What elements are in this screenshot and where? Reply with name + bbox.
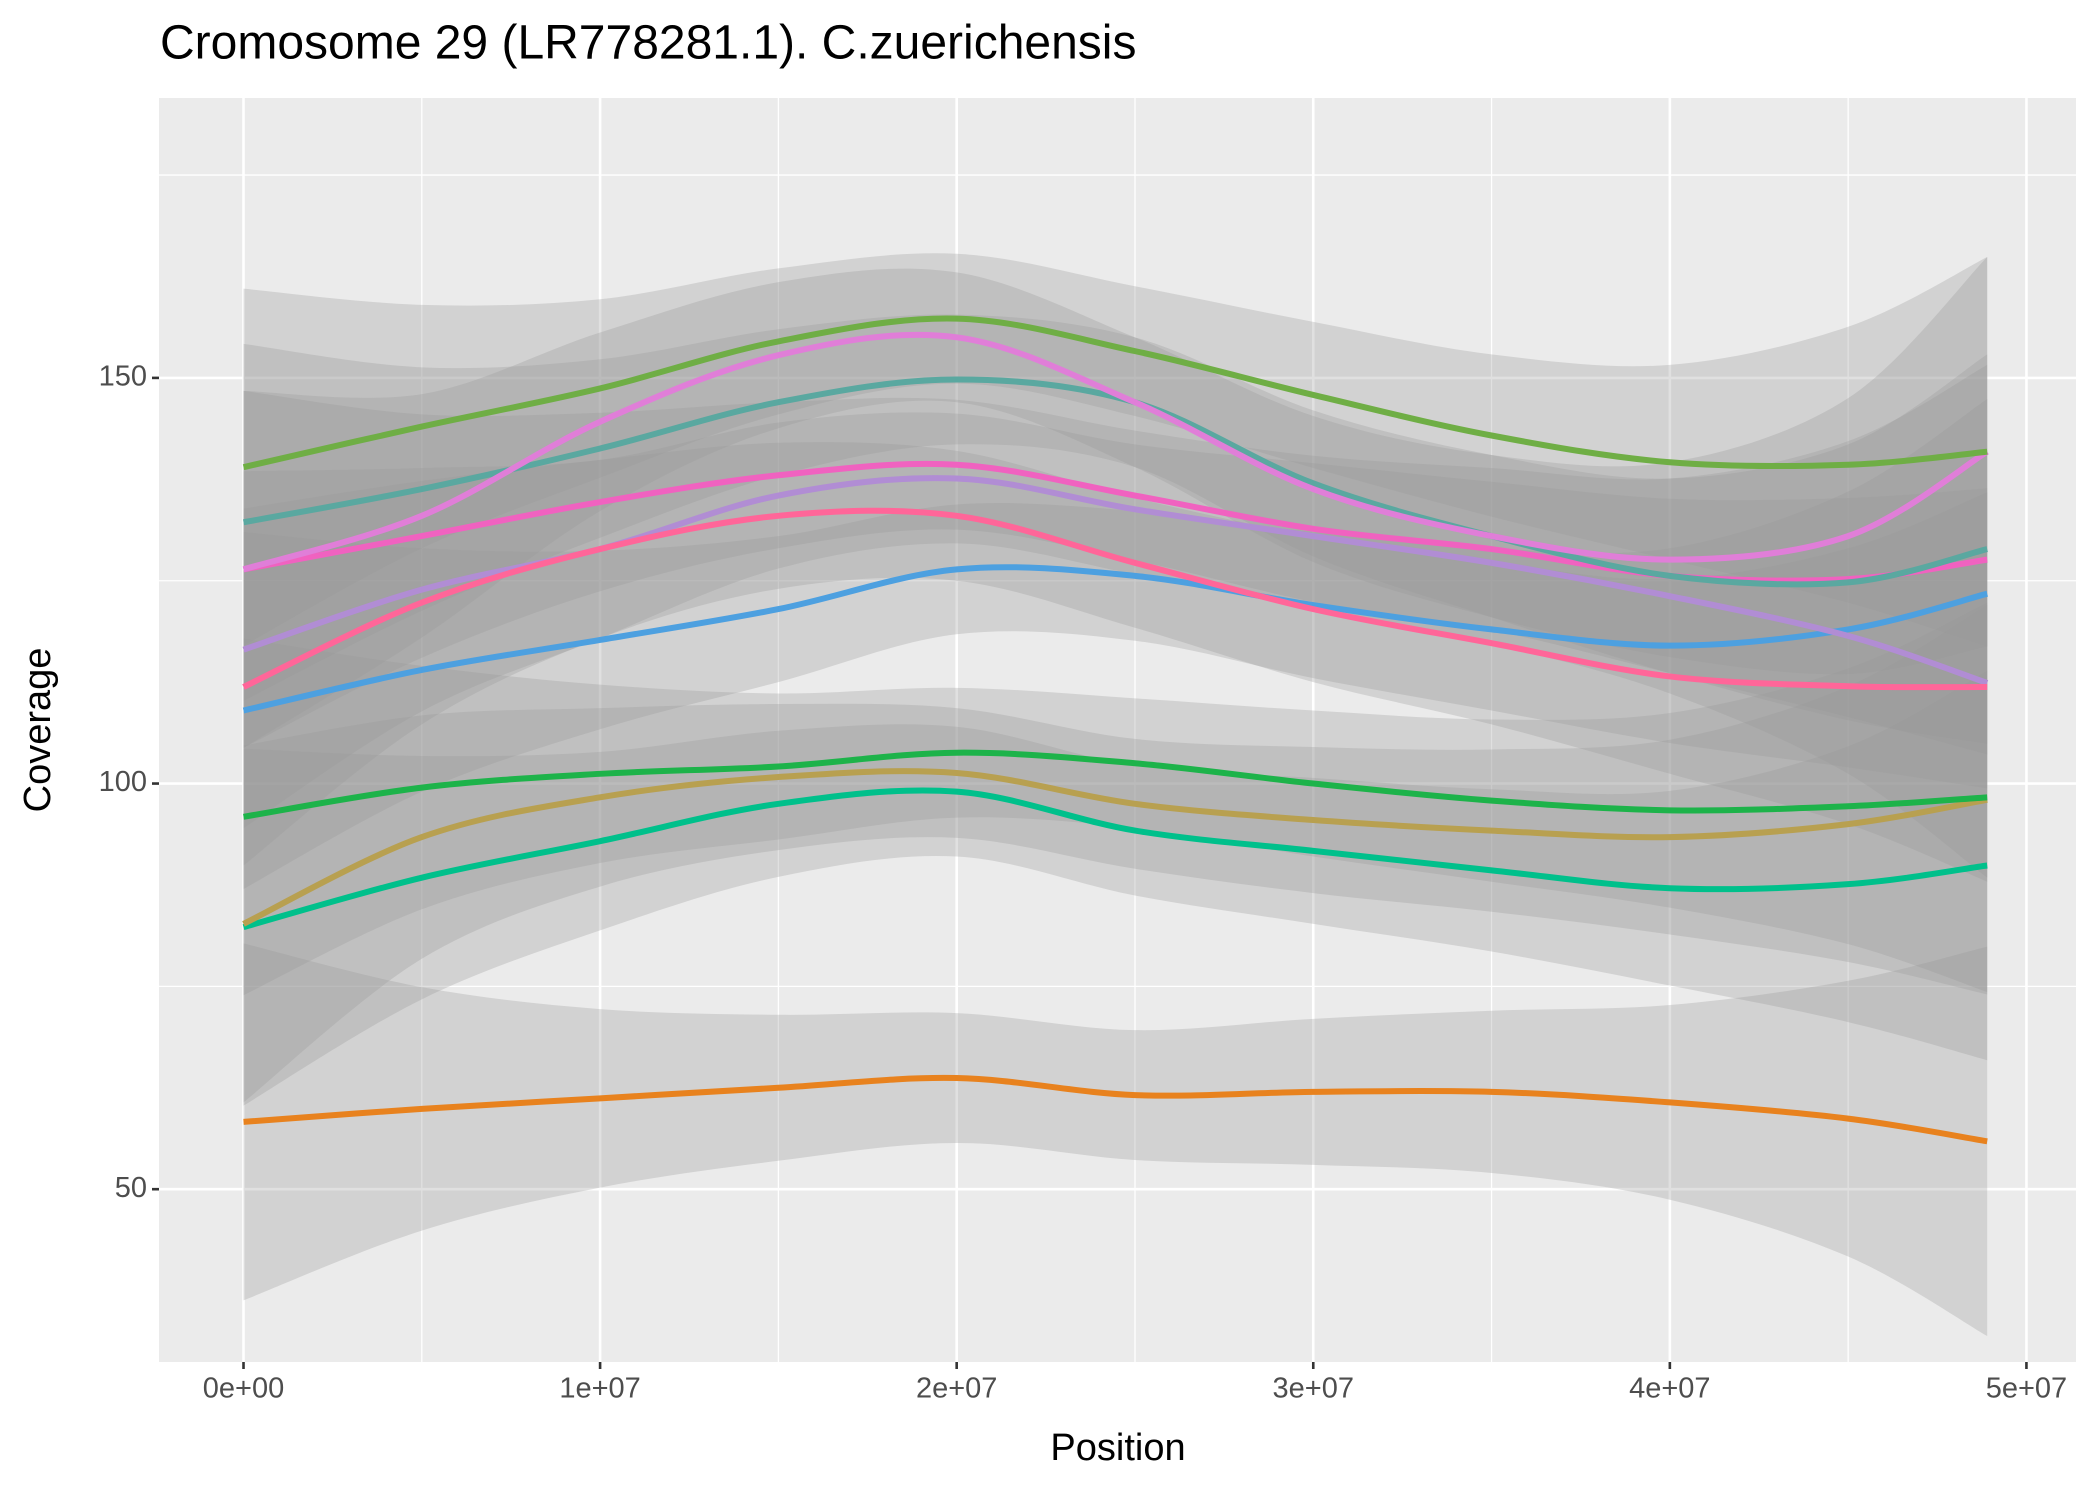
y-tick-label: 50: [115, 1172, 147, 1204]
x-tick-label: 1e+07: [559, 1373, 640, 1405]
x-tick-label: 0e+00: [203, 1373, 284, 1405]
smooth-line: [242, 564, 1988, 714]
confidence-ribbon: [243, 253, 1988, 647]
confidence-ribbon: [243, 364, 1988, 755]
panel: [159, 98, 2076, 1362]
x-tick-label: 3e+07: [1273, 1373, 1354, 1405]
confidence-ribbon: [243, 670, 1988, 1106]
confidence-ribbon: [243, 943, 1988, 1337]
y-axis-title: Coverage: [17, 648, 59, 813]
confidence-ribbon: [243, 257, 1988, 748]
smooth-line: [242, 507, 1988, 691]
confidence-ribbon: [243, 605, 1988, 1103]
smooth-line: [242, 315, 1988, 471]
smooth-line: [243, 1074, 1988, 1145]
smooth-line: [243, 749, 1988, 820]
smooth-line: [242, 768, 1988, 927]
x-axis-title: Position: [1050, 1427, 1185, 1469]
x-tick-label: 2e+07: [916, 1373, 997, 1405]
smooth-line: [242, 331, 1989, 573]
y-tick-label: 150: [99, 361, 147, 393]
chart-title: Cromosome 29 (LR778281.1). C.zuerichensi…: [160, 17, 1136, 70]
confidence-ribbon: [243, 442, 1988, 882]
x-tick-label: 5e+07: [1986, 1373, 2067, 1405]
y-tick-label: 100: [99, 766, 147, 798]
smooth-line: [242, 787, 1988, 931]
x-tick-label: 4e+07: [1629, 1373, 1710, 1405]
